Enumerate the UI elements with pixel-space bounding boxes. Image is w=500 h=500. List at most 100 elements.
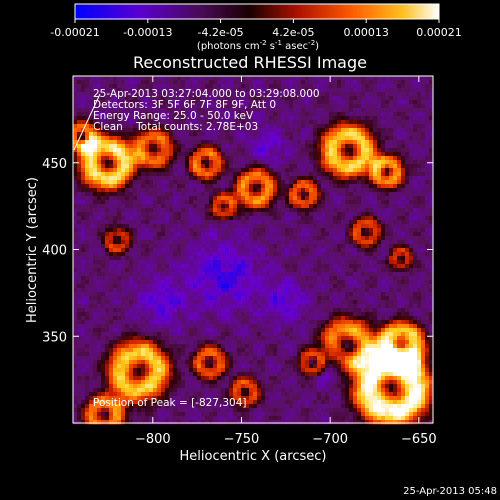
heatmap-cell — [97, 92, 102, 97]
heatmap-cell — [273, 244, 278, 249]
heatmap-cell — [249, 144, 254, 149]
heatmap-cell — [253, 224, 258, 229]
heatmap-cell — [225, 172, 230, 177]
heatmap-cell — [225, 268, 230, 273]
heatmap-cell — [173, 196, 178, 201]
heatmap-cell — [85, 264, 90, 269]
heatmap-cell — [237, 84, 242, 89]
heatmap-cell — [217, 336, 222, 341]
heatmap-cell — [229, 208, 234, 213]
heatmap-cell — [289, 340, 294, 345]
heatmap-cell — [213, 120, 218, 125]
heatmap-cell — [269, 200, 274, 205]
heatmap-cell — [117, 296, 122, 301]
heatmap-cell — [285, 156, 290, 161]
heatmap-cell — [161, 264, 166, 269]
heatmap-cell — [113, 340, 118, 345]
heatmap-cell — [229, 192, 234, 197]
heatmap-cell — [213, 196, 218, 201]
heatmap-cell — [277, 264, 282, 269]
heatmap-cell — [269, 400, 274, 405]
heatmap-cell — [93, 340, 98, 345]
heatmap-cell — [249, 388, 254, 393]
heatmap-cell — [233, 276, 238, 281]
heatmap-cell — [137, 184, 142, 189]
heatmap-cell — [253, 152, 258, 157]
heatmap-cell — [173, 116, 178, 121]
heatmap-cell — [73, 136, 78, 141]
heatmap-cell — [165, 76, 170, 81]
heatmap-cell — [89, 416, 94, 421]
heatmap-cell — [153, 368, 158, 373]
heatmap-cell — [85, 260, 90, 265]
heatmap-cell — [297, 236, 302, 241]
heatmap-cell — [193, 392, 198, 397]
heatmap-cell — [149, 220, 154, 225]
heatmap-cell — [89, 180, 94, 185]
heatmap-cell — [225, 196, 230, 201]
heatmap-cell — [141, 252, 146, 257]
heatmap-cell — [257, 156, 262, 161]
heatmap-cell — [133, 304, 138, 309]
heatmap-cell — [169, 124, 174, 129]
heatmap-cell — [237, 252, 242, 257]
heatmap-cell — [153, 400, 158, 405]
heatmap-cell — [245, 400, 250, 405]
heatmap-cell — [77, 180, 82, 185]
heatmap-cell — [225, 108, 230, 113]
colorbar-tick-label: -4.2e-05 — [197, 26, 243, 39]
heatmap-cell — [157, 404, 162, 409]
heatmap-cell — [189, 328, 194, 333]
heatmap-cell — [169, 408, 174, 413]
heatmap-cell — [141, 108, 146, 113]
heatmap-cell — [137, 304, 142, 309]
heatmap-cell — [189, 104, 194, 109]
heatmap-cell — [273, 360, 278, 365]
heatmap-cell — [89, 100, 94, 105]
heatmap-cell — [205, 372, 210, 377]
heatmap-cell — [109, 344, 114, 349]
heatmap-cell — [249, 140, 254, 145]
heatmap-cell — [137, 300, 142, 305]
heatmap-cell — [137, 164, 142, 169]
heatmap-cell — [173, 144, 178, 149]
heatmap-cell — [181, 268, 186, 273]
heatmap-cell — [281, 260, 286, 265]
heatmap-cell — [121, 308, 126, 313]
heatmap-cell — [153, 100, 158, 105]
heatmap-cell — [253, 124, 258, 129]
heatmap-cell — [233, 316, 238, 321]
heatmap-cell — [273, 356, 278, 361]
heatmap-cell — [221, 312, 226, 317]
heatmap-cell — [233, 408, 238, 413]
heatmap-cell — [129, 320, 134, 325]
heatmap-cell — [257, 344, 262, 349]
heatmap-cell — [117, 260, 122, 265]
heatmap-cell — [105, 224, 110, 229]
heatmap-cell — [249, 384, 254, 389]
heatmap-cell — [193, 96, 198, 101]
heatmap-cell — [221, 212, 226, 217]
heatmap-cell — [185, 404, 190, 409]
heatmap-cell — [257, 84, 262, 89]
colorbar-tick-label: -0.00021 — [50, 26, 99, 39]
heatmap-cell — [297, 216, 302, 221]
heatmap-cell — [101, 116, 106, 121]
heatmap-cell — [101, 144, 106, 149]
heatmap-cell — [221, 184, 226, 189]
heatmap-cell — [273, 304, 278, 309]
heatmap-cell — [213, 376, 218, 381]
heatmap-cell — [97, 112, 102, 117]
heatmap-cell — [101, 152, 106, 157]
heatmap-cell — [205, 316, 210, 321]
heatmap-cell — [129, 116, 134, 121]
heatmap-cell — [161, 140, 166, 145]
heatmap-cell — [129, 252, 134, 257]
heatmap-cell — [105, 252, 110, 257]
heatmap-cell — [281, 316, 286, 321]
heatmap-cell — [157, 328, 162, 333]
heatmap-cell — [141, 384, 146, 389]
heatmap-cell — [273, 368, 278, 373]
heatmap-cell — [269, 408, 274, 413]
heatmap-cell — [253, 88, 258, 93]
